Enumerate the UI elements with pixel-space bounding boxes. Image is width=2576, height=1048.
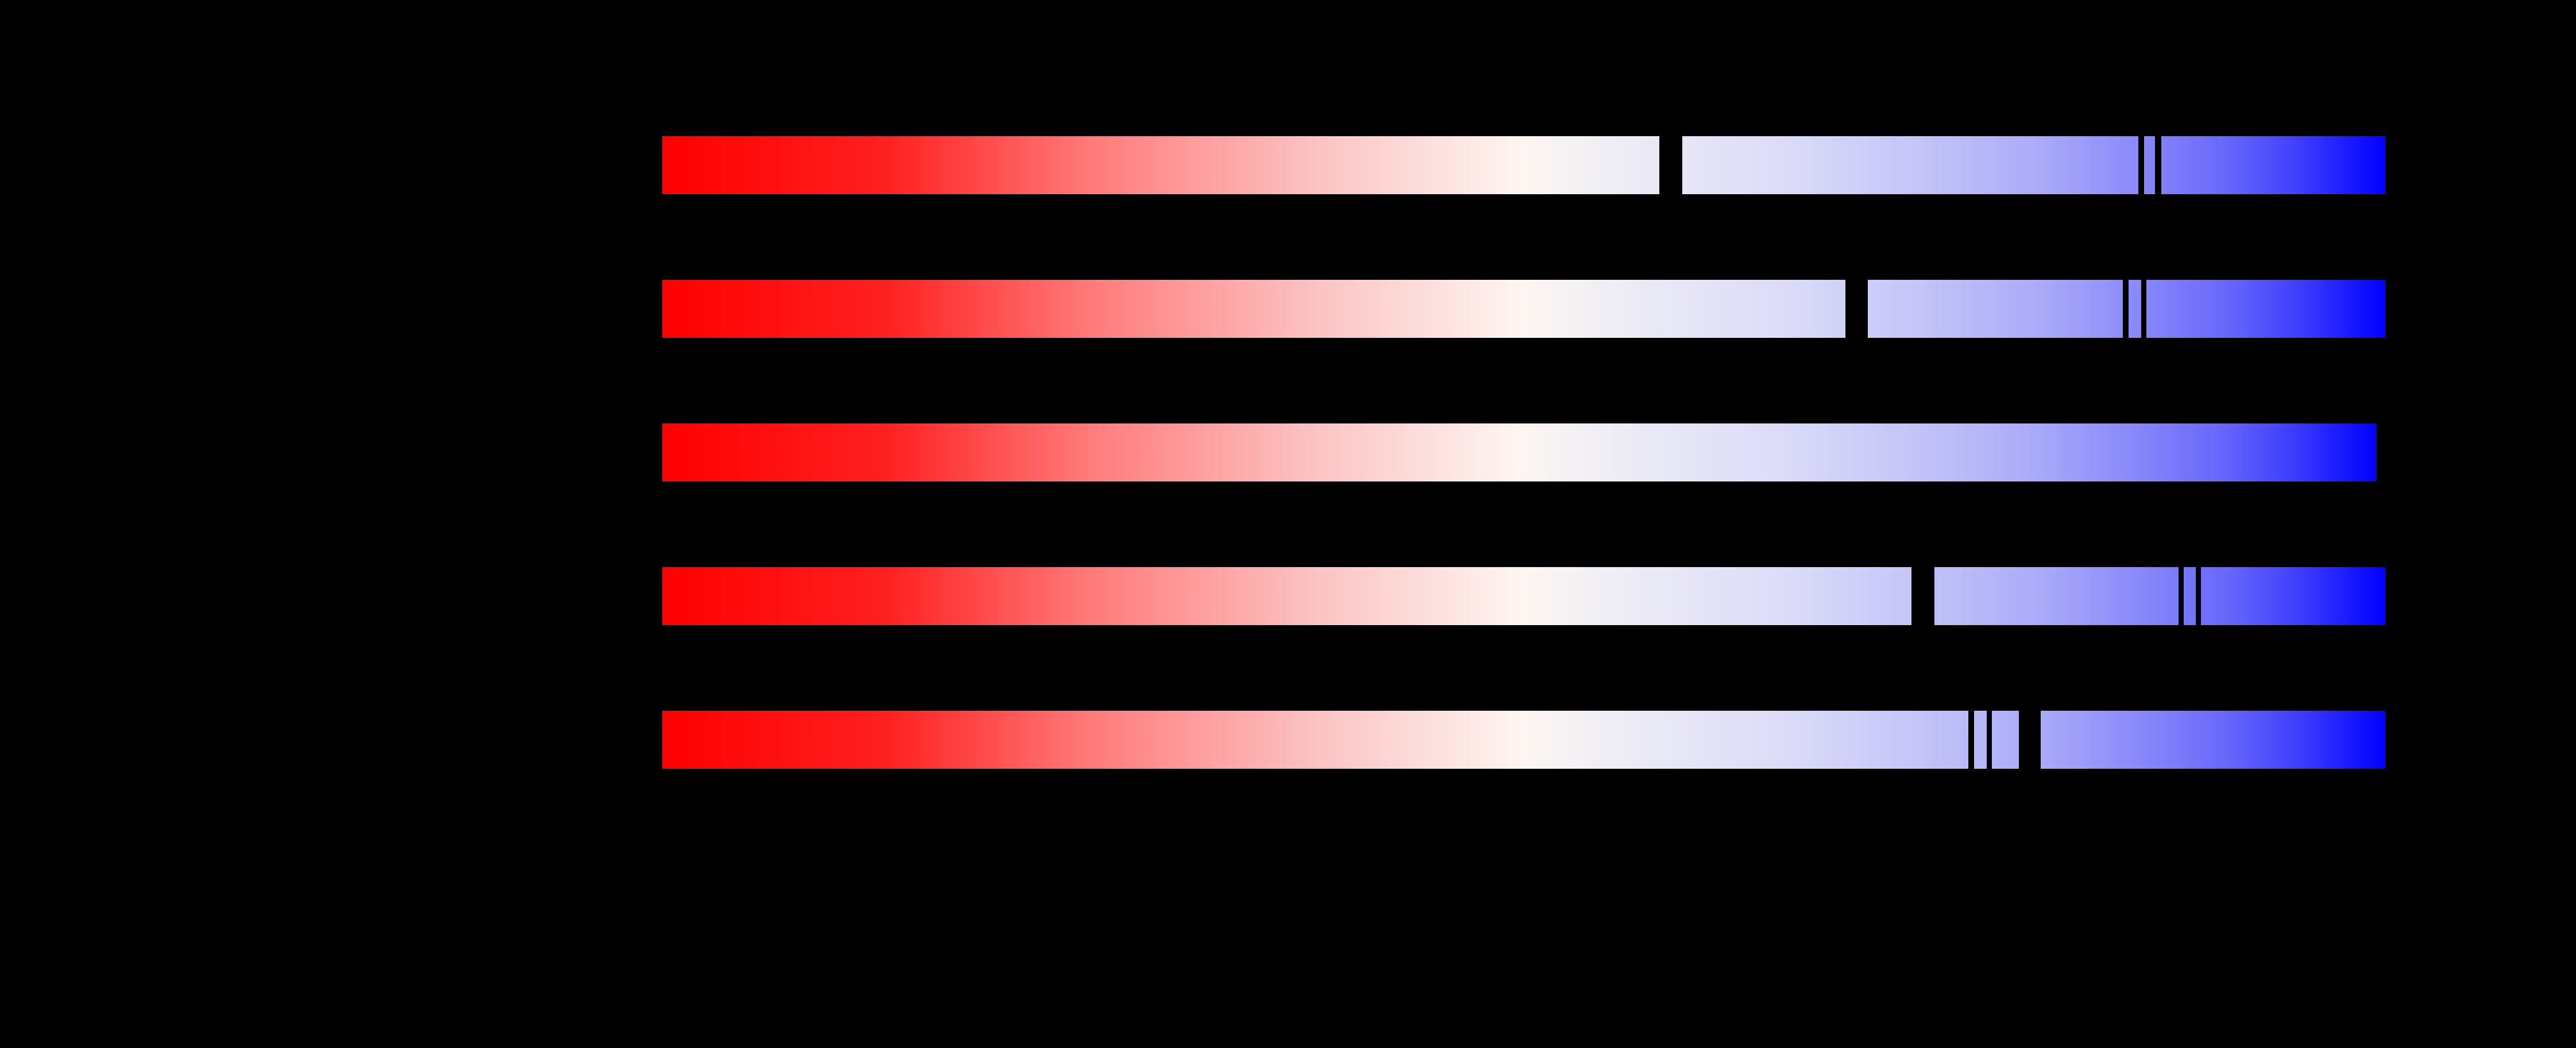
bar-4-gap (2196, 567, 2201, 625)
bar-5-gap (2019, 711, 2041, 769)
gradient-bar-5 (662, 711, 2385, 769)
gradient-bar-4 (662, 567, 2385, 625)
bar-1-gap (2155, 136, 2161, 194)
bar-1-gap (1659, 136, 1682, 194)
bar-2-gap (2123, 280, 2129, 338)
gradient-bar-2 (662, 280, 2385, 338)
bar-2-gap (2141, 280, 2146, 338)
bar-5-gap (1968, 711, 1974, 769)
gradient-bar-3 (662, 423, 2377, 481)
bar-4-gap (2179, 567, 2184, 625)
bar-1-gap (2138, 136, 2144, 194)
bar-5-gap (1987, 711, 1992, 769)
bar-4-gap (1911, 567, 1934, 625)
gradient-bar-1 (662, 136, 2385, 194)
bar-2-gap (1845, 280, 1868, 338)
